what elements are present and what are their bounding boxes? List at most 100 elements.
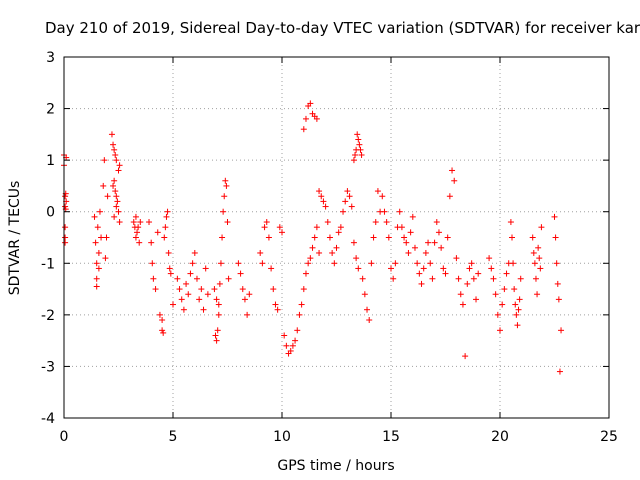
data-point [96,208,103,215]
data-point [93,260,100,267]
data-point [455,275,462,282]
data-point [111,177,118,184]
chart-title: Day 210 of 2019, Sidereal Day-to-day VTE… [45,19,640,37]
data-point [531,260,538,267]
data-point [464,280,471,287]
x-tick-label: 5 [169,429,178,445]
data-point [216,280,223,287]
data-point [517,275,524,282]
data-point [270,286,277,293]
data-point [473,296,480,303]
data-point [202,265,209,272]
data-point [104,193,111,200]
data-point [114,198,121,205]
data-point [462,353,469,360]
data-point [390,275,397,282]
data-point [435,229,442,236]
data-point [420,265,427,272]
data-point [244,311,251,318]
data-point [211,286,218,293]
data-point [355,265,362,272]
data-point [537,265,544,272]
data-point [372,219,379,226]
data-point [357,146,364,153]
data-point [392,260,399,267]
y-tick-label: 2 [46,102,55,118]
data-point [374,188,381,195]
axis-ticks: 0 5 10 15 20 25 -4 -3 -2 -1 0 1 2 3 [41,50,618,445]
data-point [302,270,309,277]
data-point [191,249,198,256]
data-point [204,291,211,298]
data-point [346,193,353,200]
data-point [516,296,523,303]
data-point [322,203,329,210]
data-point [163,213,170,220]
data-point [183,280,190,287]
data-point [468,260,475,267]
data-point [113,157,120,164]
data-point [534,291,541,298]
data-point [536,255,543,262]
data-point [486,255,493,262]
data-point [62,193,69,200]
data-point [167,270,174,277]
data-point [149,260,156,267]
data-point [62,239,69,246]
data-point [164,208,171,215]
data-point [115,167,122,174]
data-point [492,291,499,298]
data-point [174,275,181,282]
data-point [100,182,107,189]
x-axis-label: GPS time / hours [277,458,394,474]
data-point [381,208,388,215]
data-point [62,234,69,241]
data-point [348,203,355,210]
data-point [279,229,285,236]
data-point [198,286,205,293]
data-point [358,151,365,158]
data-point [355,136,362,143]
data-point [111,146,118,153]
data-point [503,270,510,277]
data-point [344,188,351,195]
data-point [438,244,445,251]
data-point [401,234,408,241]
data-point [94,224,101,231]
data-point [150,275,157,282]
data-point [178,296,185,303]
data-point [530,249,537,256]
data-point [475,270,482,277]
data-point [132,213,139,220]
data-point [490,275,497,282]
data-point [217,260,224,267]
y-tick-label: 3 [46,50,55,66]
y-tick-label: -2 [41,308,55,324]
data-point [212,332,219,339]
x-tick-label: 0 [60,429,69,445]
data-point [93,283,100,290]
y-tick-label: -4 [41,411,55,427]
data-point [405,249,412,256]
data-point [403,239,410,246]
data-point [276,224,283,231]
data-point [440,265,447,272]
data-point [103,234,110,241]
data-point [427,260,434,267]
data-point [160,329,167,336]
data-point [337,224,344,231]
data-point [340,208,347,215]
data-point [137,219,144,226]
data-points [61,100,565,375]
data-point [156,311,163,318]
data-point [379,193,386,200]
data-point [170,301,176,308]
data-point [185,291,192,298]
data-point [442,270,449,277]
plot-frame [63,56,610,419]
data-point [223,182,230,189]
data-point [98,234,105,241]
data-point [311,234,318,241]
data-point [433,219,440,226]
data-point [272,301,279,308]
